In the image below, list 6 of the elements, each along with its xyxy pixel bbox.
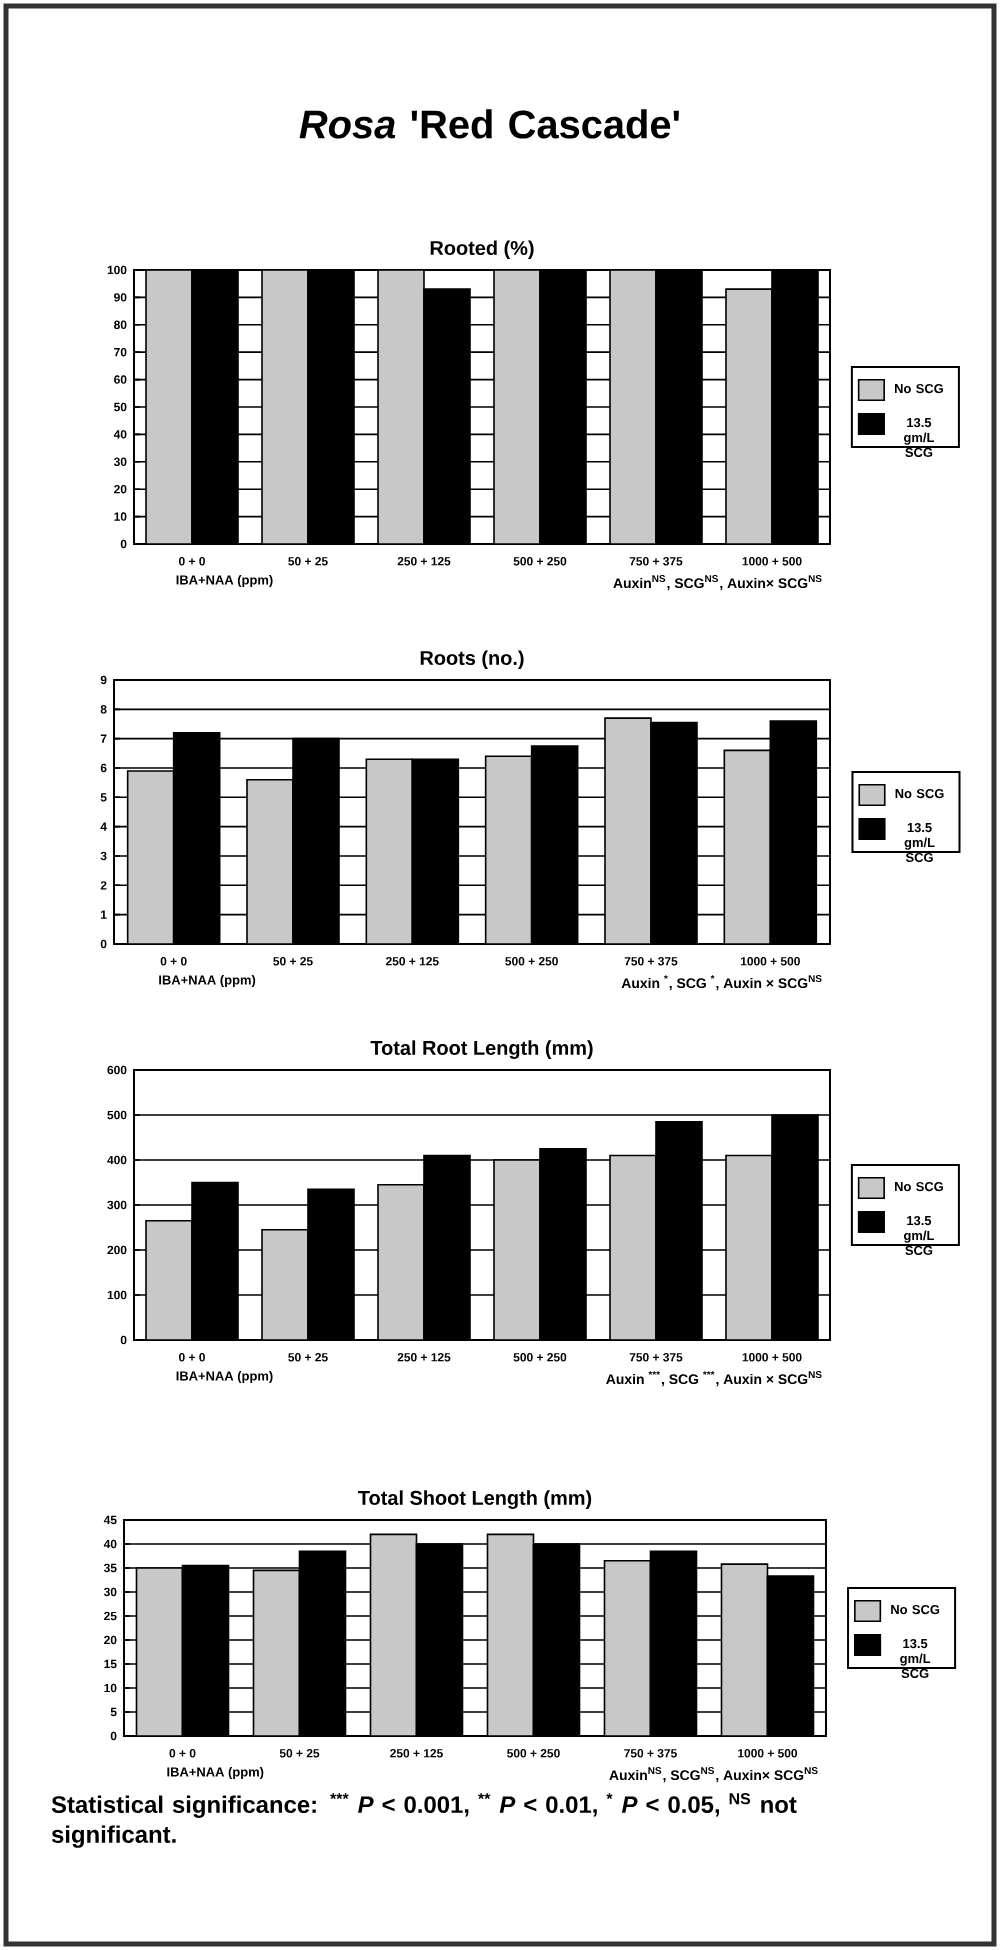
chart-title: Rosa 'Red Cascade'	[299, 109, 679, 139]
text: Statistical significance: $^{***}$ P < 0.001, $^{**}$ P < 0.01, $^{*}$ P < 0.05, $^{NS}$ not significant.	[51, 1793, 797, 1848]
chart-title: Total Shoot Length (mm)	[358, 1490, 592, 1509]
chart-title: Roots (no.)	[420, 650, 524, 669]
chart-title: Total Root Length (mm)	[370, 1040, 593, 1059]
chart-subtitle: Rooted (%)	[430, 240, 534, 259]
